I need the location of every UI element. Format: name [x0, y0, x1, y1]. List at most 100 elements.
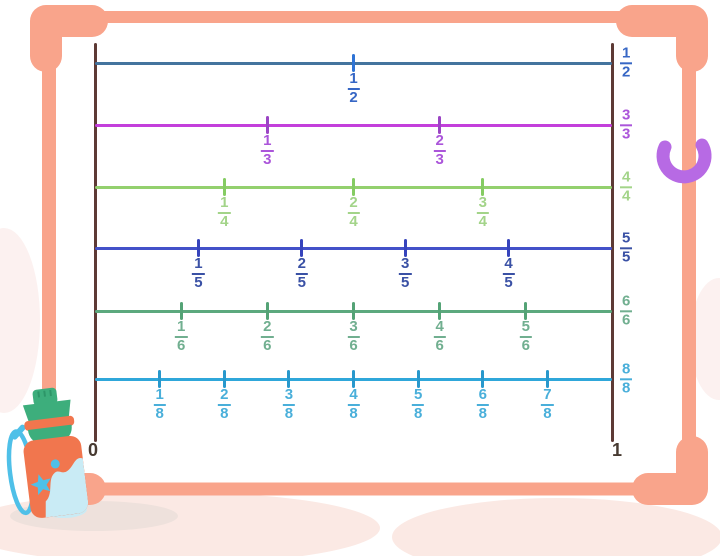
- bottle-paint-splash: [45, 458, 90, 518]
- fraction-denominator: 2: [620, 62, 633, 81]
- fraction-numerator: 3: [478, 194, 487, 211]
- tick-mark-5-6: [524, 302, 528, 320]
- fraction-denominator: 8: [153, 404, 166, 423]
- number-line-track: [95, 309, 612, 313]
- fraction-denominator: 6: [620, 310, 633, 329]
- fraction-denominator: 8: [411, 404, 425, 423]
- fraction-numerator: 1: [220, 194, 229, 211]
- bottle-ring: [24, 415, 75, 431]
- tick-mark-2-8: [222, 370, 226, 388]
- fraction-denominator: 6: [174, 336, 188, 355]
- tick-mark-1-8: [158, 370, 162, 388]
- tick-mark-6-8: [481, 370, 485, 388]
- fraction-numerator: 3: [401, 255, 410, 272]
- fraction-numerator: 5: [413, 386, 423, 403]
- fraction-numerator: 1: [349, 70, 358, 87]
- tick-mark-3-6: [352, 302, 355, 320]
- tick-mark-4-8: [352, 370, 355, 388]
- tick-mark-3-4: [481, 178, 485, 196]
- fraction-denominator: 4: [347, 212, 360, 231]
- bottle-knob-ridges: [37, 389, 52, 398]
- fraction-numerator: 5: [521, 318, 530, 335]
- number-line-track: [95, 377, 612, 381]
- fraction-denominator: 8: [620, 378, 633, 397]
- number-line-track: [95, 185, 612, 189]
- tick-mark-1-5: [196, 239, 200, 257]
- fraction-numerator: 1: [194, 255, 203, 272]
- fraction-numerator: 2: [263, 318, 272, 335]
- fraction-numerator: 6: [622, 292, 631, 310]
- fraction-numerator: 3: [284, 386, 294, 403]
- tick-mark-1-6: [179, 302, 183, 320]
- fraction-numerator: 5: [622, 229, 631, 247]
- fraction-numerator: 4: [622, 168, 631, 186]
- fraction-denominator: 8: [347, 404, 360, 423]
- fraction-denominator: 5: [295, 273, 308, 292]
- fraction-numerator: 1: [176, 318, 186, 335]
- fraction-numerator: 8: [622, 360, 631, 378]
- number-line-track: [95, 246, 612, 250]
- water-bottle: [6, 387, 90, 518]
- fraction-denominator: 8: [541, 404, 554, 423]
- axis-label-zero: 0: [87, 440, 98, 460]
- wall-hook: [656, 138, 712, 184]
- fraction-numerator: 2: [297, 255, 306, 272]
- bottle-cap: [22, 399, 71, 423]
- tick-mark-2-3: [438, 116, 442, 134]
- fraction-numerator: 6: [478, 386, 487, 403]
- fraction-denominator: 8: [476, 404, 489, 423]
- fraction-numerator: 7: [543, 386, 552, 403]
- axis-left-line: [93, 43, 97, 442]
- fraction-numerator: 1: [622, 44, 631, 62]
- number-line-track: [95, 123, 612, 127]
- fraction-denominator: 8: [218, 404, 231, 423]
- tick-mark-2-6: [265, 302, 269, 320]
- fraction-denominator: 4: [476, 212, 489, 231]
- fraction-numerator: 3: [349, 318, 358, 335]
- fraction-numerator: 4: [435, 318, 444, 335]
- fraction-numerator: 4: [504, 255, 513, 272]
- frame-corner-top-right: [616, 5, 708, 72]
- frame-corner-bottom-right: [632, 436, 708, 505]
- fraction-denominator: 3: [620, 124, 633, 143]
- tick-mark-7-8: [545, 370, 549, 388]
- axis-right-line: [610, 43, 614, 442]
- bottle-strap-knot: [11, 424, 26, 440]
- background-blob-bottom-right: [392, 498, 720, 556]
- fraction-denominator: 6: [433, 336, 446, 355]
- frame-corner-top-left: [30, 5, 108, 72]
- fraction-denominator: 2: [347, 88, 360, 107]
- fraction-numerator: 2: [435, 132, 444, 149]
- fraction-numerator: 2: [349, 194, 358, 211]
- star-decoration: [30, 474, 51, 496]
- fraction-numerator: 2: [220, 386, 229, 403]
- fraction-denominator: 5: [192, 273, 205, 292]
